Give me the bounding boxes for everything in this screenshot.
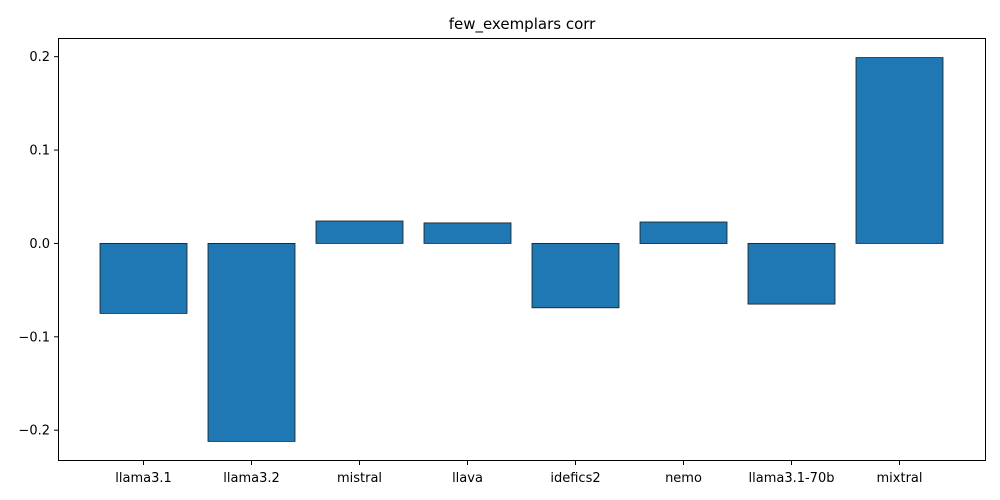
y-tick-label: 0.1 (29, 144, 50, 159)
x-tick-label: llama3.2 (223, 471, 280, 486)
bar-idefics2 (531, 242, 620, 309)
x-tick-label: nemo (665, 471, 702, 486)
plot-area-frame (58, 38, 986, 461)
x-tick-label: llama3.1 (115, 471, 172, 486)
bar-llama3.1-70b (747, 242, 836, 305)
y-tick-label: 0.0 (29, 237, 50, 252)
bar-llama3.2 (207, 242, 296, 442)
bar-llava (423, 222, 512, 244)
x-tick-label: llama3.1-70b (749, 471, 835, 486)
y-axis-ticks: −0.2 −0.1 0.0 0.1 0.2 (18, 50, 58, 439)
bar-llama3.1 (99, 242, 188, 314)
y-tick-label: 0.2 (29, 50, 50, 65)
bar-mistral (315, 220, 404, 244)
x-tick-label: mixtral (877, 471, 923, 486)
x-tick-label: mistral (337, 471, 382, 486)
x-tick-label: llava (452, 471, 483, 486)
x-tick-label: idefics2 (550, 471, 600, 486)
y-tick-label: −0.2 (18, 424, 50, 439)
y-tick-label: −0.1 (18, 330, 50, 345)
x-axis-ticks: llama3.1 llama3.2 mistral llava idefics2 nemo… (115, 461, 923, 486)
chart-title: few_exemplars corr (449, 15, 596, 34)
bar-mixtral (855, 57, 944, 244)
bars-group (99, 57, 944, 442)
bar-nemo (639, 221, 728, 244)
